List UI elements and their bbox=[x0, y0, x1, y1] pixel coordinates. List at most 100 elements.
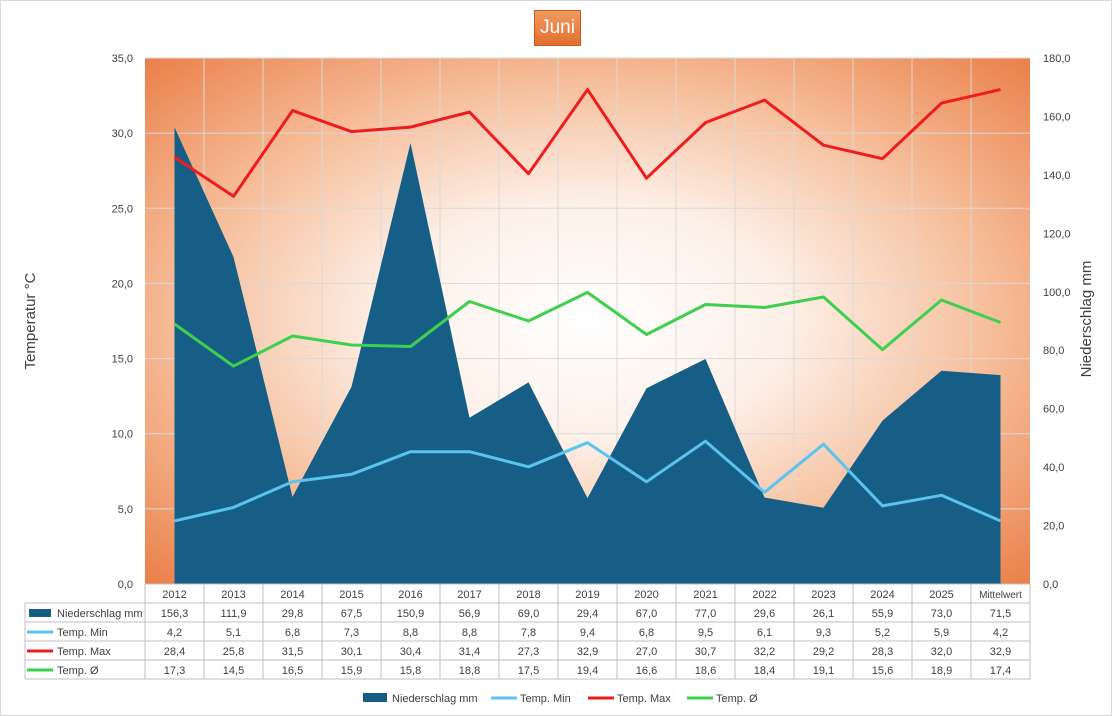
table-cell-value: 5,1 bbox=[226, 627, 241, 639]
x-tick-label: 2020 bbox=[634, 589, 658, 601]
y-left-tick-label: 0,0 bbox=[118, 579, 133, 591]
table-cell-value: 19,4 bbox=[577, 665, 598, 677]
table-cell-value: 14,5 bbox=[223, 665, 244, 677]
table-cell-value: 111,9 bbox=[221, 608, 247, 620]
chart-title: Juni bbox=[540, 17, 575, 38]
table-cell-value: 8,8 bbox=[462, 627, 477, 639]
table-cell-value: 18,6 bbox=[695, 665, 716, 677]
x-tick-label: 2024 bbox=[870, 589, 894, 601]
table-cell-value: 30,7 bbox=[695, 646, 716, 658]
series-line-temp-max bbox=[173, 88, 1001, 198]
y-right-tick-label: 20,0 bbox=[1043, 521, 1064, 533]
table-cell-value: 26,1 bbox=[813, 608, 834, 620]
table-cell-value: 30,1 bbox=[341, 646, 362, 658]
table-cell-value: 9,5 bbox=[698, 627, 713, 639]
table-cell-value: 16,5 bbox=[282, 665, 303, 677]
x-tick-label: 2021 bbox=[693, 589, 717, 601]
table-cell-value: 31,5 bbox=[282, 646, 303, 658]
table-cell-value: 7,3 bbox=[344, 627, 359, 639]
table-cell-value: 32,0 bbox=[931, 646, 952, 658]
data-table: 2012 2013 2014 2015 2016 2017 2018 2019 2020 2021… bbox=[24, 583, 1031, 680]
x-tick-label: 2013 bbox=[221, 589, 245, 601]
series-line-temp bbox=[173, 290, 1002, 368]
table-cell-value: 5,2 bbox=[875, 627, 890, 639]
y-left-tick-label: 35,0 bbox=[112, 53, 133, 65]
y-left-tick-label: 10,0 bbox=[112, 429, 133, 441]
x-tick-label: 2015 bbox=[339, 589, 363, 601]
table-cell-value: 18,9 bbox=[931, 665, 952, 677]
table-cell-value: 4,2 bbox=[993, 627, 1008, 639]
table-cell-value: 32,9 bbox=[990, 646, 1011, 658]
y-right-tick-label: 100,0 bbox=[1043, 287, 1071, 299]
table-cell-value: 67,0 bbox=[636, 608, 657, 620]
x-tick-label: 2016 bbox=[398, 589, 422, 601]
x-tick-label: 2019 bbox=[575, 589, 599, 601]
table-cell-value: 150,9 bbox=[397, 608, 425, 620]
table-cell-value: 9,4 bbox=[580, 627, 595, 639]
y-left-tick-label: 15,0 bbox=[112, 354, 133, 366]
x-tick-label: 2023 bbox=[811, 589, 835, 601]
y-left-axis-title: Temperatur °C bbox=[22, 272, 39, 369]
table-row-label: Temp. Max bbox=[57, 646, 111, 658]
line-layer bbox=[173, 88, 1002, 523]
x-tick-label: 2017 bbox=[457, 589, 481, 601]
area-layer bbox=[174, 127, 1001, 585]
legend-key bbox=[363, 693, 387, 702]
y-right-axis-title: Niederschlag mm bbox=[1078, 261, 1095, 378]
table-cell-value: 16,6 bbox=[636, 665, 657, 677]
table-cell-value: 18,8 bbox=[459, 665, 480, 677]
table-cell-value: 30,4 bbox=[400, 646, 421, 658]
table-cell-value: 29,6 bbox=[754, 608, 775, 620]
x-tick-label: 2012 bbox=[162, 589, 186, 601]
y-right-tick-label: 160,0 bbox=[1043, 111, 1071, 123]
table-cell-value: 6,1 bbox=[757, 627, 772, 639]
y-right-tick-label: 0,0 bbox=[1043, 579, 1058, 591]
series-line-temp-min bbox=[174, 439, 1002, 523]
table-row-label: Temp. Ø bbox=[57, 665, 99, 677]
chart-title-box: Juni bbox=[534, 10, 581, 46]
table-cell-value: 17,3 bbox=[164, 665, 185, 677]
table-cell-value: 25,8 bbox=[223, 646, 244, 658]
table-cell-value: 9,3 bbox=[816, 627, 831, 639]
legend-label: Temp. Max bbox=[617, 693, 671, 705]
table-legend-key bbox=[29, 609, 51, 617]
axis-layer: 0,0 5,0 10,0 15,0 20,0 25,0 30,0 35,0 0,0 20,0 40,… bbox=[22, 53, 1095, 591]
table-cell-value: 73,0 bbox=[931, 608, 952, 620]
y-left-tick-label: 20,0 bbox=[112, 278, 133, 290]
table-cell-value: 15,9 bbox=[341, 665, 362, 677]
table-cell-value: 32,2 bbox=[754, 646, 775, 658]
legend-label: Niederschlag mm bbox=[392, 693, 478, 705]
legend-label: Temp. Min bbox=[520, 693, 571, 705]
table-cell-value: 69,0 bbox=[518, 608, 539, 620]
y-right-tick-label: 180,0 bbox=[1043, 53, 1071, 65]
table-cell-value: 15,6 bbox=[872, 665, 893, 677]
table-cell-value: 56,9 bbox=[459, 608, 480, 620]
table-cell-value: 17,5 bbox=[518, 665, 539, 677]
table-cell-value: 8,8 bbox=[403, 627, 418, 639]
table-cell-value: 4,2 bbox=[167, 627, 182, 639]
x-tick-label: 2022 bbox=[752, 589, 776, 601]
table-cell-value: 7,8 bbox=[521, 627, 536, 639]
table-cell-value: 15,8 bbox=[400, 665, 421, 677]
table-cell-value: 156,3 bbox=[161, 608, 189, 620]
x-tick-label: 2025 bbox=[929, 589, 953, 601]
table-cell-value: 67,5 bbox=[341, 608, 362, 620]
y-right-tick-label: 40,0 bbox=[1043, 462, 1064, 474]
x-tick-label: Mittelwert bbox=[979, 590, 1022, 601]
table-cell-value: 29,8 bbox=[282, 608, 303, 620]
table-cell-value: 17,4 bbox=[990, 665, 1011, 677]
table-cell-value: 5,9 bbox=[934, 627, 949, 639]
table-cell-value: 19,1 bbox=[813, 665, 834, 677]
table-row-label: Niederschlag mm bbox=[57, 608, 143, 620]
y-right-tick-label: 80,0 bbox=[1043, 345, 1064, 357]
table-cell-value: 31,4 bbox=[459, 646, 480, 658]
y-left-tick-label: 25,0 bbox=[112, 203, 133, 215]
series-area-niederschlag bbox=[174, 127, 1001, 585]
table-cell-value: 6,8 bbox=[639, 627, 654, 639]
table-cell-value: 29,2 bbox=[813, 646, 834, 658]
table-cell-value: 71,5 bbox=[990, 608, 1011, 620]
y-right-tick-label: 140,0 bbox=[1043, 170, 1071, 182]
table-cell-value: 27,3 bbox=[518, 646, 539, 658]
